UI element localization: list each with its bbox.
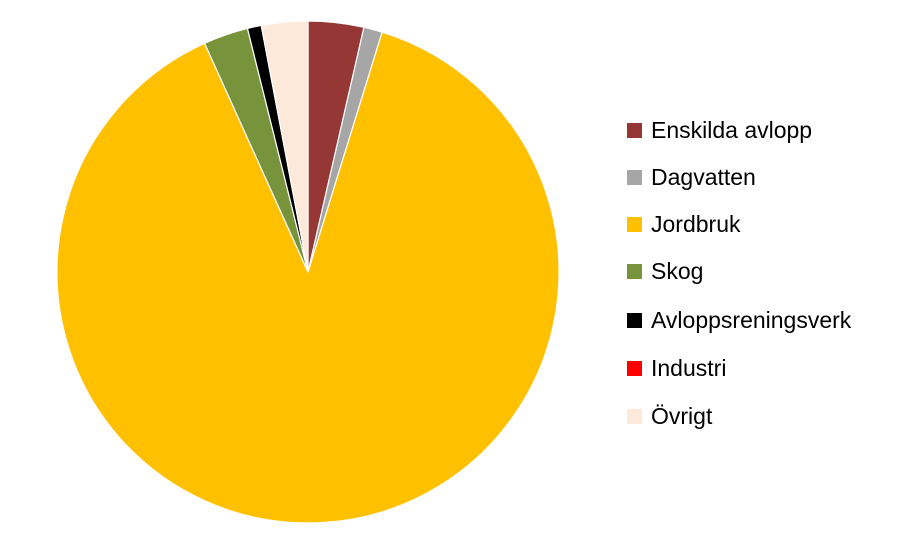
pie-slice-jordbruk [56, 31, 560, 524]
pie-slice-ovrigt [260, 20, 309, 273]
legend-swatch-avloppsreningsverk [627, 312, 642, 328]
legend-label-ovrigt: Övrigt [651, 403, 713, 429]
legend-item-industri: Industri [627, 351, 726, 385]
legend-swatch-skog [627, 263, 642, 279]
legend-item-avloppsreningsverk: Avloppsreningsverk [627, 303, 851, 337]
legend: Enskilda avlopp Dagvatten Jordbruk Skog … [627, 113, 897, 433]
legend-swatch-enskilda-avlopp [627, 122, 642, 138]
legend-swatch-dagvatten [627, 169, 642, 185]
legend-item-enskilda-avlopp: Enskilda avlopp [627, 113, 812, 147]
legend-item-ovrigt: Övrigt [627, 399, 712, 433]
legend-swatch-jordbruk [627, 216, 642, 232]
legend-label-avloppsreningsverk: Avloppsreningsverk [651, 307, 852, 333]
legend-item-skog: Skog [627, 254, 703, 288]
legend-swatch-ovrigt [627, 408, 642, 424]
legend-label-jordbruk: Jordbruk [651, 211, 741, 237]
legend-label-dagvatten: Dagvatten [651, 164, 756, 190]
legend-item-dagvatten: Dagvatten [627, 160, 756, 194]
legend-label-industri: Industri [651, 355, 727, 381]
legend-item-jordbruk: Jordbruk [627, 207, 740, 241]
legend-swatch-industri [627, 360, 642, 376]
legend-label-skog: Skog [651, 258, 704, 284]
legend-label-enskilda-avlopp: Enskilda avlopp [651, 117, 813, 143]
